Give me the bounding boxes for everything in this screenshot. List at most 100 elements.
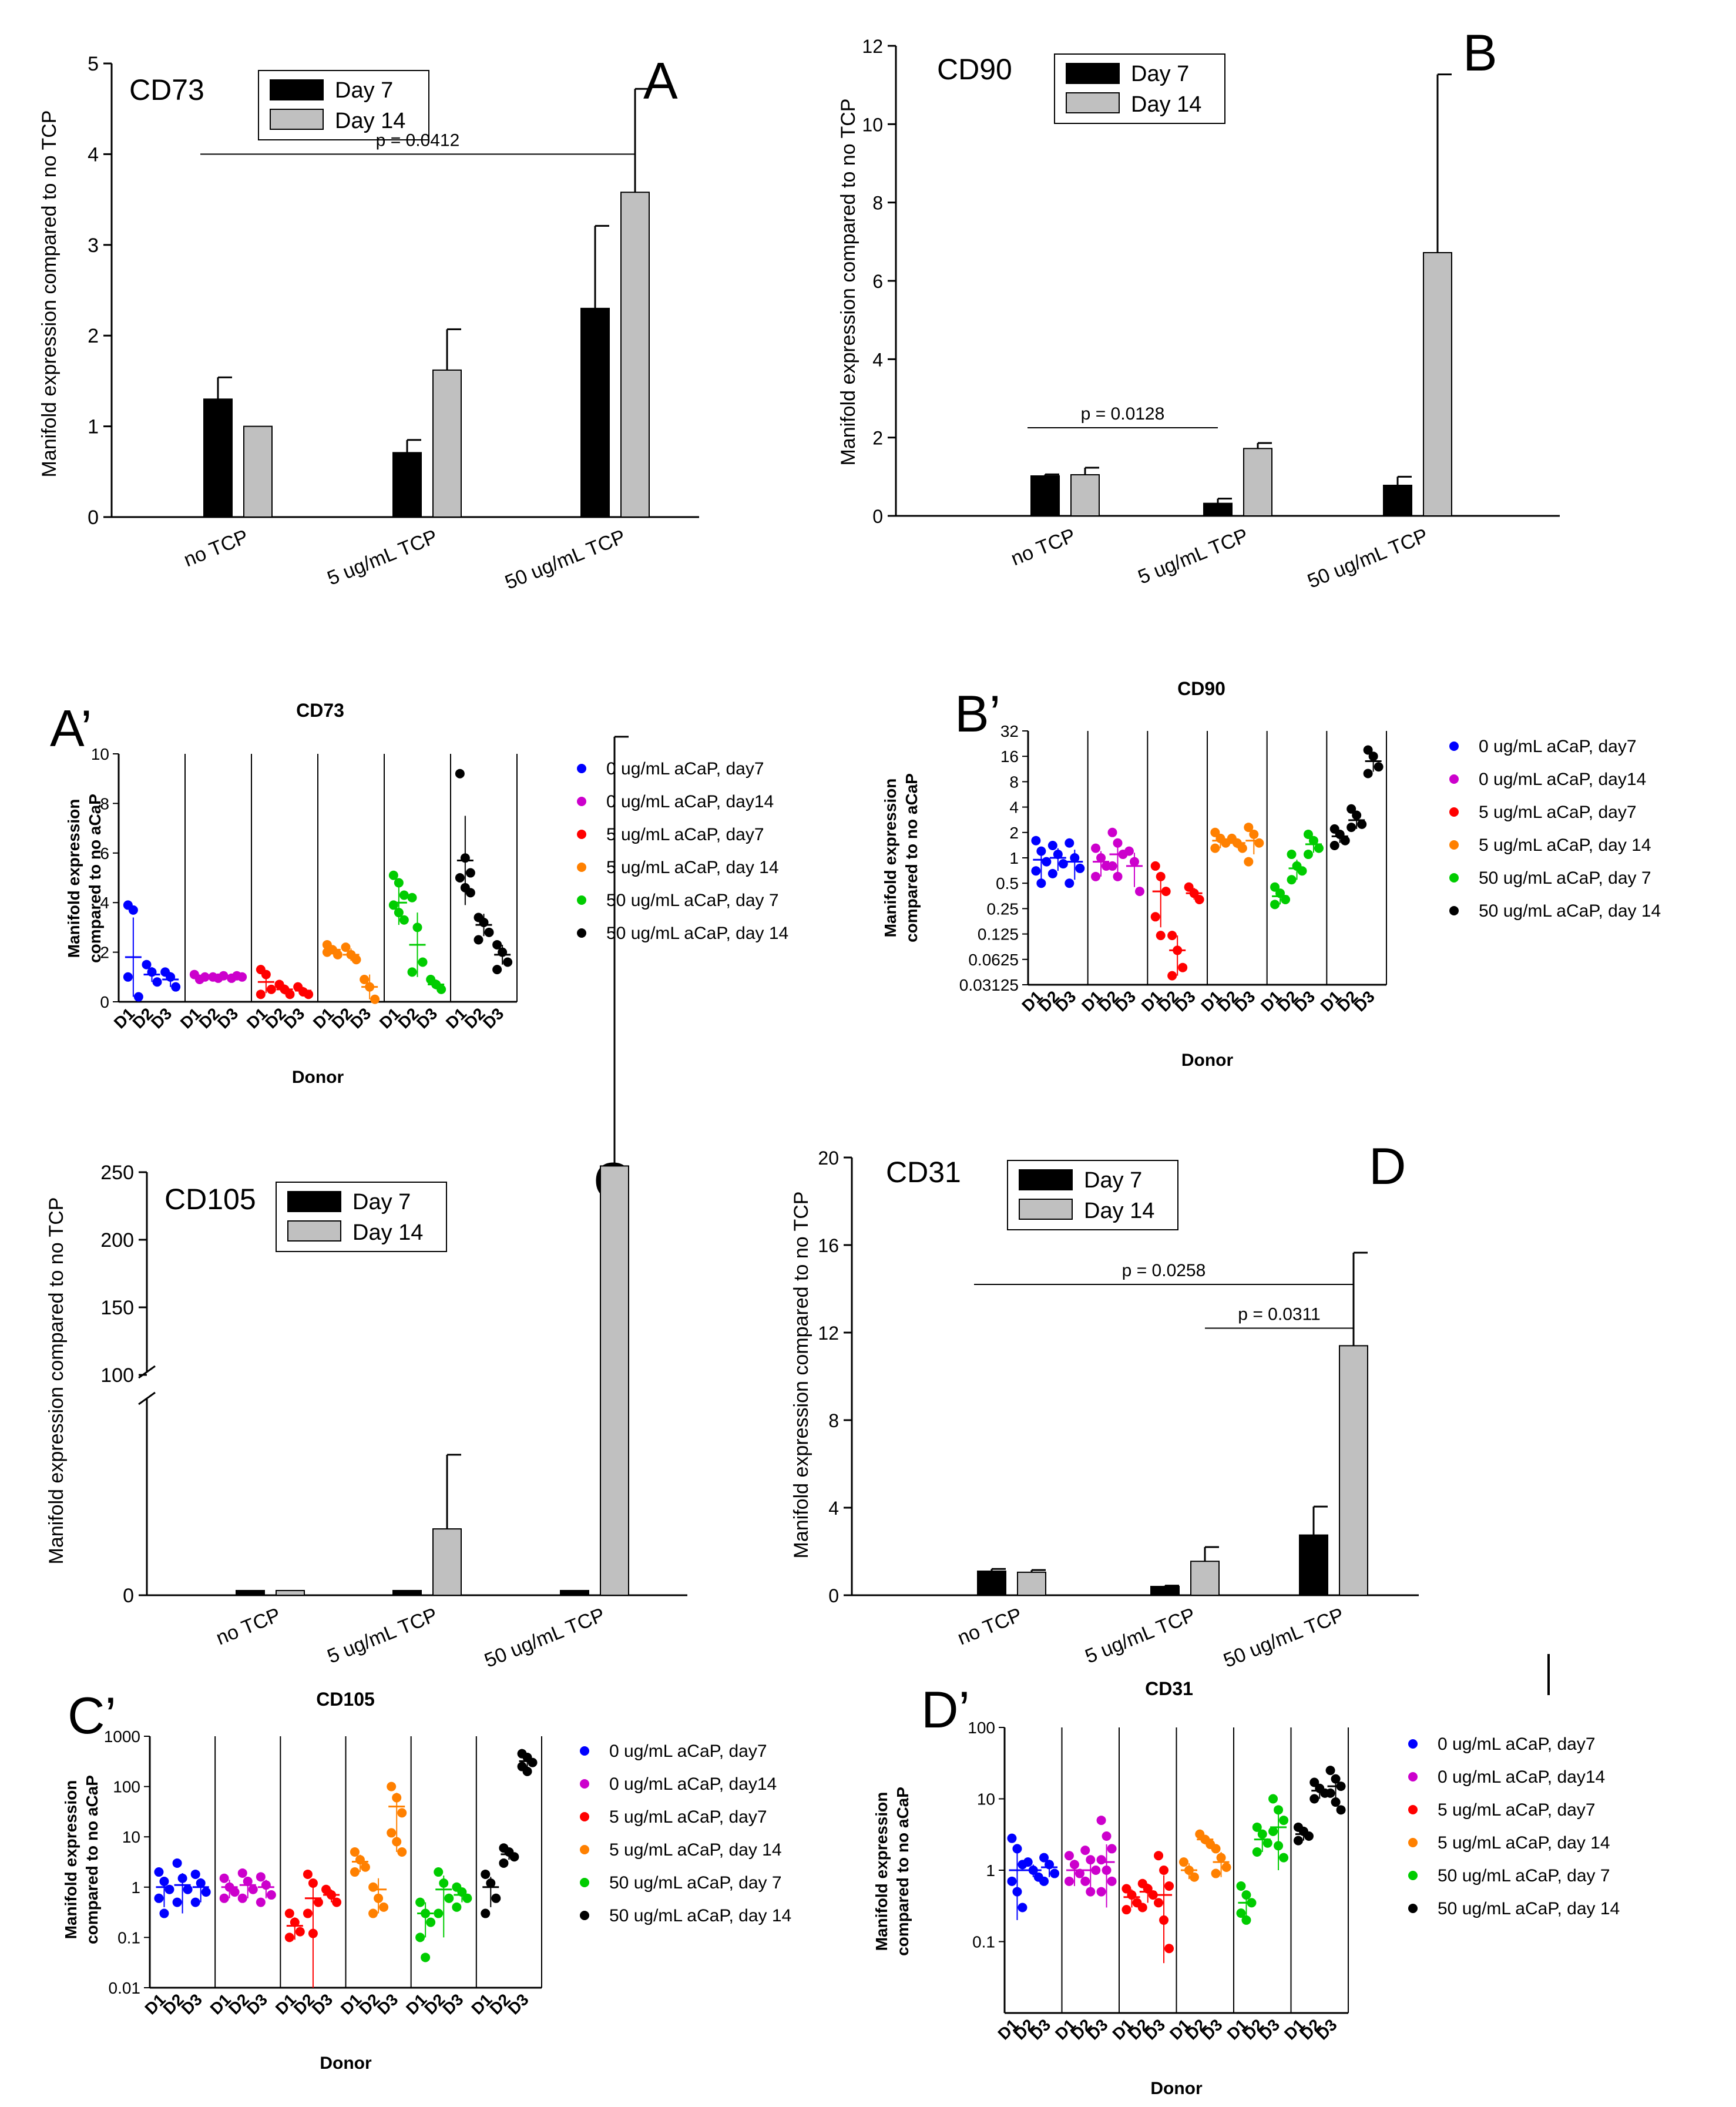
panel-d-prime-data-point — [1241, 1915, 1251, 1925]
panel-c-prime-data-point — [154, 1867, 164, 1877]
panel-d-prime-data-point — [1189, 1872, 1199, 1882]
panel-d-category-label: 5 ug/mL TCP — [1082, 1603, 1198, 1668]
panel-d-prime-data-point — [1086, 1887, 1096, 1897]
panel-b-prime-data-point — [1297, 866, 1307, 876]
panel-d-prime-data-point — [1096, 1887, 1106, 1897]
panel-a-prime-data-point — [365, 982, 375, 992]
panel-c-prime-legend-label: 5 ug/mL aCaP, day7 — [609, 1807, 767, 1827]
panel-d-prime-y-axis-label-line2: compared to no aCaP — [894, 1787, 912, 1956]
panel-d-prime-legend-dot — [1408, 1838, 1418, 1847]
panel-b-prime-y-axis-label-line1: Manifold expression — [881, 779, 899, 938]
panel-c-y-tick-label: 250 — [100, 1162, 134, 1184]
panel-c-category-label: no TCP — [213, 1603, 284, 1649]
panel-b-p-value: p = 0.0128 — [1081, 404, 1165, 424]
panel-d-prime-data-point — [1012, 1887, 1022, 1897]
panel-b-prime-data-point — [1303, 850, 1313, 860]
panel-c-prime-data-point — [426, 1917, 436, 1927]
panel-b-prime-data-point — [1075, 863, 1085, 873]
panel-d-bar — [1150, 1586, 1180, 1596]
panel-d-prime-data-point — [1086, 1855, 1096, 1865]
panel-b-prime-data-point — [1368, 751, 1378, 761]
panel-b-prime-data-point — [1107, 827, 1117, 837]
panel-b-prime-data-point — [1047, 841, 1057, 851]
panel-a-prime-data-point — [166, 972, 176, 982]
panel-b-prime-data-point — [1184, 882, 1194, 892]
panel-c-prime-data-point — [256, 1897, 266, 1907]
panel-c-prime-data-point — [164, 1884, 174, 1894]
panel-a-prime-data-point — [133, 992, 143, 1002]
panel-d-prime-legend-dot — [1408, 1739, 1418, 1749]
panel-d-legend-swatch-day7 — [1019, 1169, 1073, 1190]
panel-b-title: CD90 — [937, 53, 1012, 86]
panel-b-prime-data-point — [1173, 945, 1183, 955]
panel-a-prime-data-point — [492, 940, 502, 950]
panel-b-prime-legend-label: 0 ug/mL aCaP, day7 — [1479, 737, 1637, 756]
panel-d-prime-data-point — [1064, 1851, 1074, 1861]
panel-c-prime-data-point — [457, 1887, 467, 1897]
panel-a-prime-y-tick-label: 10 — [91, 745, 109, 763]
panel-c-prime-data-point — [421, 1952, 431, 1962]
panel-a-prime-data-point — [498, 947, 508, 957]
panel-d-prime-data-point — [1336, 1805, 1346, 1815]
panel-d-prime-data-point — [1121, 1905, 1131, 1915]
panel-d-prime-data-point — [1121, 1884, 1131, 1894]
panel-b-prime-data-point — [1347, 804, 1356, 814]
panel-c-prime-donor-label: D3 — [439, 1990, 466, 2018]
panel-d-prime-data-point — [1331, 1774, 1341, 1784]
panel-a-prime-data-point — [455, 769, 465, 779]
panel-b-prime-data-point — [1124, 846, 1134, 856]
panel-c-title: CD105 — [164, 1183, 256, 1216]
panel-c-prime-y-axis-label-line1: Manifold expression — [62, 1780, 80, 1940]
panel-b-prime-y-axis-label-line2: compared to no aCaP — [902, 773, 921, 942]
panel-c-prime-y-tick-label: 10 — [122, 1828, 140, 1846]
panel-c-y-axis-label: Manifold expression compared to no TCP — [45, 1197, 68, 1565]
panel-c-prime-y-axis-label-line2: compared to no aCaP — [83, 1775, 101, 1944]
panel-c-prime-data-point — [219, 1893, 229, 1903]
panel-b-y-tick-label: 4 — [872, 349, 883, 370]
panel-b-prime-data-point — [1329, 841, 1339, 851]
panel-a-p-value: p = 0.0412 — [376, 130, 460, 150]
panel-d-prime-data-point — [1164, 1881, 1174, 1891]
panel-b-prime-data-point — [1270, 882, 1280, 892]
panel-c-prime-legend-dot — [580, 1746, 589, 1756]
panel-c-prime-data-point — [528, 1757, 538, 1767]
panel-a-bar — [392, 452, 422, 518]
panel-d-prime-legend-label: 0 ug/mL aCaP, day14 — [1438, 1767, 1605, 1787]
panel-c-prime-y-tick-label: 1000 — [104, 1727, 140, 1746]
panel-c-prime-data-point — [509, 1852, 519, 1862]
panel-a-prime-data-point — [465, 868, 475, 878]
panel-c-prime-y-tick-label: 1 — [131, 1878, 140, 1897]
panel-b-y-axis-label: Manifold expression compared to no TCP — [837, 99, 859, 466]
panel-d-prime-data-point — [1159, 1866, 1169, 1875]
panel-a-prime-donor-label: D3 — [280, 1004, 308, 1032]
panel-b-prime-data-point — [1129, 857, 1139, 867]
panel-a-legend-swatch-day7 — [270, 79, 324, 100]
panel-b-prime-data-point — [1352, 810, 1362, 820]
panel-a-category-label: no TCP — [180, 525, 251, 571]
panel-d-letter: D — [1369, 1137, 1406, 1195]
panel-d-prime-data-point — [1252, 1822, 1262, 1832]
panel-c-prime-donor-label: D3 — [308, 1990, 336, 2018]
panel-d-bar — [1017, 1571, 1046, 1596]
panel-c-prime-data-point — [159, 1877, 169, 1887]
panel-d-prime-data-point — [1325, 1766, 1335, 1776]
panel-d-bar — [977, 1571, 1006, 1596]
panel-b-prime-data-point — [1347, 823, 1356, 833]
panel-c-prime-data-point — [522, 1766, 532, 1776]
panel-d-prime-data-point — [1023, 1857, 1033, 1867]
panel-c-prime-data-point — [327, 1890, 337, 1900]
panel-b-prime-data-point — [1065, 838, 1074, 848]
panel-d-prime-legend-label: 50 ug/mL aCaP, day 7 — [1438, 1866, 1610, 1885]
panel-c-prime-legend-dot — [580, 1779, 589, 1789]
panel-c-prime-data-point — [368, 1908, 378, 1918]
panel-c-axis-break-mark-1 — [138, 1365, 156, 1379]
panel-a-bar — [580, 307, 610, 518]
panel-c-prime-data-point — [190, 1869, 200, 1879]
panel-d-prime-data-point — [1154, 1851, 1164, 1861]
panel-d-prime-data-point — [1091, 1866, 1101, 1875]
panel-d-prime-data-point — [1007, 1833, 1017, 1843]
panel-d-bar — [1339, 1345, 1368, 1596]
panel-d-prime-data-point — [1102, 1831, 1112, 1841]
panel-c-prime-data-point — [434, 1867, 444, 1877]
panel-a-prime-data-point — [503, 957, 513, 967]
